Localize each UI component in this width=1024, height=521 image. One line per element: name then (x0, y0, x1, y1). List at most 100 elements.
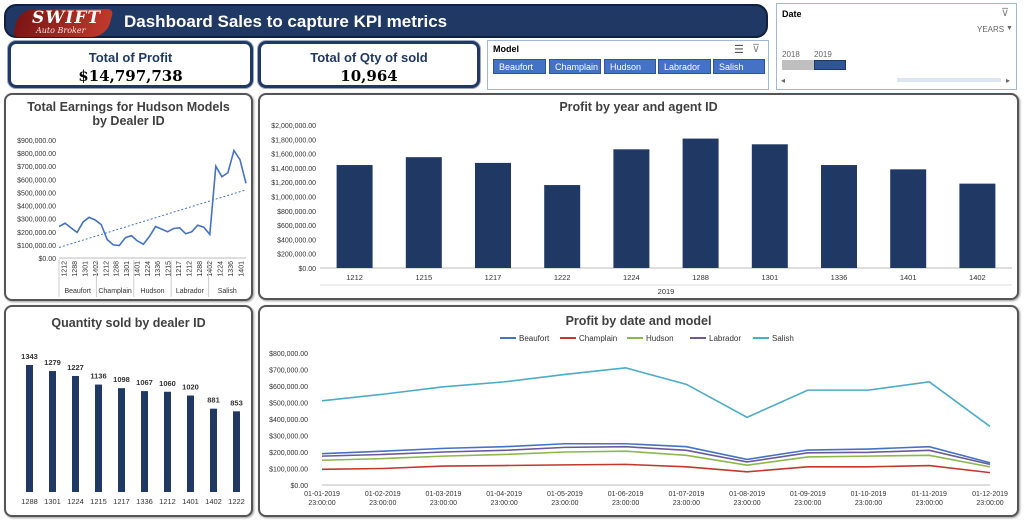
qty-data-label: 1136 (90, 372, 106, 381)
qty-bar (118, 388, 125, 492)
chart-title-hudson-line2: by Dealer ID (92, 114, 165, 128)
hudson-ytick-label: $600,000.00 (17, 177, 56, 184)
chart-title-hudson: Total Earnings for Hudson Models by Deal… (6, 100, 251, 128)
panel-profit-by-date: Profit by date and model $0.00 $100,000.0… (258, 305, 1019, 517)
profit-year-xtick-label: 1288 (692, 273, 709, 282)
qty-bar (187, 395, 194, 492)
clear-date-filter-icon[interactable]: ⊽ (1001, 7, 1010, 19)
model-chip-beaufort[interactable]: Beaufort (493, 59, 546, 74)
profit-date-line-chart: $0.00 $100,000.00 $200,000.00 $300,000.00 $4… (269, 334, 1008, 507)
hudson-xtick-label: 1288 (72, 261, 79, 277)
profit-date-xtick-time: 23:00:00 (794, 500, 821, 507)
clear-filter-icon[interactable]: ⊽ (752, 43, 761, 55)
qty-data-label: 853 (230, 398, 243, 407)
hudson-xtick-label: 1217 (176, 261, 183, 277)
timeline-2019-bar[interactable] (814, 60, 846, 70)
profit-year-ytick-label: $0.00 (298, 266, 316, 273)
hudson-xtick-label: 1401 (238, 261, 245, 277)
hudson-line-chart: $0.00 $100,000.00 $200,000.00 $300,000.00 $4… (17, 138, 247, 297)
qty-xtick-label: 1401 (182, 497, 199, 506)
hudson-xtick-label: 1212 (103, 261, 110, 277)
qty-data-label: 1067 (136, 378, 153, 387)
legend-label-beaufort: Beaufort (519, 334, 550, 343)
hudson-xtick-label: 1336 (228, 261, 235, 277)
profit-date-xtick-label: 01-10-2019 (851, 491, 887, 498)
profit-date-xtick-label: 01-12-2019 (972, 491, 1008, 498)
qty-xtick-label: 1222 (228, 497, 245, 506)
profit-date-xtick-time: 23:00:00 (976, 500, 1003, 507)
kpi-total-profit: Total of Profit $14,797,738 (8, 41, 253, 88)
profit-year-bar (751, 144, 788, 268)
qty-xtick-label: 1301 (44, 497, 61, 506)
qty-data-label: 1343 (21, 352, 38, 361)
logo-text: SWIFT (32, 8, 102, 28)
hudson-ytick-label: $300,000.00 (17, 217, 56, 224)
hudson-group-label: Labrador (176, 288, 205, 295)
page-title: Dashboard Sales to capture KPI metrics (124, 12, 448, 31)
model-chip-salish[interactable]: Salish (713, 59, 765, 74)
profit-date-xtick-label: 01-08-2019 (729, 491, 765, 498)
profit-year-ytick-label: $1,200,000.00 (271, 180, 316, 187)
scroll-right-icon[interactable]: ▸ (1006, 76, 1011, 85)
profit-date-ytick-label: $300,000.00 (269, 434, 308, 441)
multi-select-icon[interactable]: ☰ (734, 44, 744, 56)
profit-year-bar (336, 165, 373, 268)
profit-year-xtick-label: 1212 (346, 273, 363, 282)
profit-year-ytick-label: $800,000.00 (277, 209, 316, 216)
profit-date-ytick-label: $700,000.00 (269, 368, 308, 375)
profit-year-bar (544, 185, 581, 268)
scroll-left-icon[interactable]: ◂ (781, 76, 786, 85)
qty-xtick-label: 1288 (21, 497, 38, 506)
profit-year-bar (959, 183, 996, 268)
legend-label-labrador: Labrador (709, 334, 741, 343)
qty-data-label: 1020 (182, 383, 199, 392)
year-label-2018: 2018 (782, 50, 800, 59)
qty-bar (72, 375, 79, 492)
time-level-selector[interactable]: YEARS (977, 25, 1005, 34)
profit-year-bar-chart: $0.00 $200,000.00 $400,000.00 $600,000.00 $8… (271, 123, 1012, 296)
profit-year-xtick-label: 1217 (485, 273, 502, 282)
hudson-xtick-label: 1336 (155, 261, 162, 277)
hudson-group-label: Hudson (140, 288, 164, 295)
hudson-ytick-label: $0.00 (38, 256, 56, 263)
hudson-xtick-label: 1288 (114, 261, 121, 277)
profit-date-xtick-label: 01-09-2019 (790, 491, 826, 498)
hudson-xtick-label: 1401 (134, 261, 141, 277)
hudson-ytick-label: $400,000.00 (17, 204, 56, 211)
timeline-scrollbar[interactable] (897, 78, 1001, 82)
profit-year-bar (613, 149, 650, 268)
profit-year-xtick-label: 1222 (554, 273, 571, 282)
kpi-profit-value: $14,797,738 (78, 67, 183, 85)
kpi-qty-label: Total of Qty of sold (310, 50, 428, 65)
hudson-series-line (58, 148, 247, 247)
hudson-group-label: Salish (218, 288, 237, 295)
hudson-group-label: Champlain (98, 288, 132, 295)
hudson-ytick-label: $200,000.00 (17, 230, 56, 237)
timeline-2018-bar[interactable] (782, 60, 814, 70)
profit-date-ytick-label: $800,000.00 (269, 351, 308, 358)
qty-xtick-label: 1224 (67, 497, 84, 506)
profit-date-series-labrador (321, 445, 991, 466)
profit-year-ytick-label: $2,000,000.00 (271, 123, 316, 130)
profit-date-series-hudson (321, 450, 991, 468)
panel-profit-by-year: Profit by year and agent ID $0.00 $200,00… (258, 93, 1019, 300)
model-chip-labrador[interactable]: Labrador (658, 59, 711, 74)
model-chip-hudson[interactable]: Hudson (604, 59, 656, 74)
profit-year-ytick-label: $1,000,000.00 (271, 195, 316, 202)
profit-date-xtick-label: 01-11-2019 (912, 491, 947, 498)
chevron-down-icon[interactable]: ▼ (1006, 25, 1013, 32)
legend-label-champlain: Champlain (579, 334, 617, 343)
hudson-ytick-label: $500,000.00 (17, 190, 56, 197)
profit-year-bar (682, 138, 719, 268)
qty-bar (164, 391, 171, 492)
kpi-qty-value: 10,964 (340, 67, 398, 85)
hudson-xtick-label: 1212 (62, 261, 69, 277)
date-slicer-title: Date (782, 9, 802, 19)
model-slicer: Model ☰ ⊽ Beaufort Champlain Hudson Labr… (487, 40, 769, 90)
qty-bar (141, 391, 148, 492)
profit-year-ytick-label: $1,800,000.00 (271, 137, 316, 144)
hudson-group-label: Beaufort (64, 288, 91, 295)
model-chip-champlain[interactable]: Champlain (549, 59, 601, 74)
profit-date-ytick-label: $100,000.00 (269, 467, 308, 474)
hudson-ytick-label: $900,000.00 (17, 138, 56, 145)
